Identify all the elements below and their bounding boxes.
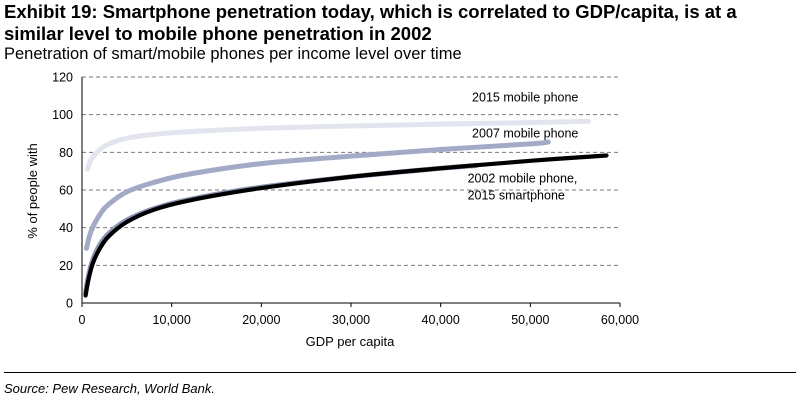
source-note: Source: Pew Research, World Bank. [4, 381, 215, 396]
series-line [84, 118, 592, 172]
x-axis-label: GDP per capita [306, 334, 395, 349]
x-tick-label: 20,000 [242, 313, 280, 327]
x-tick-label: 0 [79, 313, 86, 327]
gridlines [82, 76, 620, 266]
y-tick-label: 0 [66, 297, 73, 311]
y-tick-label: 60 [59, 184, 73, 198]
series-annotation: 2007 mobile phone [472, 126, 578, 140]
y-tick-label: 80 [59, 146, 73, 160]
axes: 0 20 40 60 80 100 120 0 10,000 20,000 30,000 40,000… [52, 71, 639, 328]
x-tick-label: 40,000 [422, 313, 460, 327]
series-annotations: 2015 mobile phone 2007 mobile phone 2002 m… [468, 90, 579, 202]
exhibit-title: Exhibit 19: Smartphone penetration today… [4, 1, 737, 44]
x-tick-label: 50,000 [511, 313, 549, 327]
exhibit-subtitle: Penetration of smart/mobile phones per i… [4, 45, 462, 63]
x-tick-label: 10,000 [153, 313, 191, 327]
series-annotation: 2015 mobile phone [472, 90, 578, 104]
x-tick-label: 30,000 [332, 313, 370, 327]
series-line [83, 153, 609, 298]
source-divider [4, 372, 796, 373]
y-tick-label: 20 [59, 259, 73, 273]
y-tick-label: 120 [52, 71, 73, 85]
y-tick-label: 100 [52, 108, 73, 122]
y-tick-label: 40 [59, 221, 73, 235]
series-annotation: 2015 smartphone [468, 188, 565, 202]
series-line [84, 139, 551, 251]
y-axis-label: % of people with [25, 143, 40, 238]
series-annotation: 2002 mobile phone, [468, 171, 578, 185]
x-tick-label: 60,000 [601, 313, 639, 327]
series-lines [83, 118, 609, 298]
